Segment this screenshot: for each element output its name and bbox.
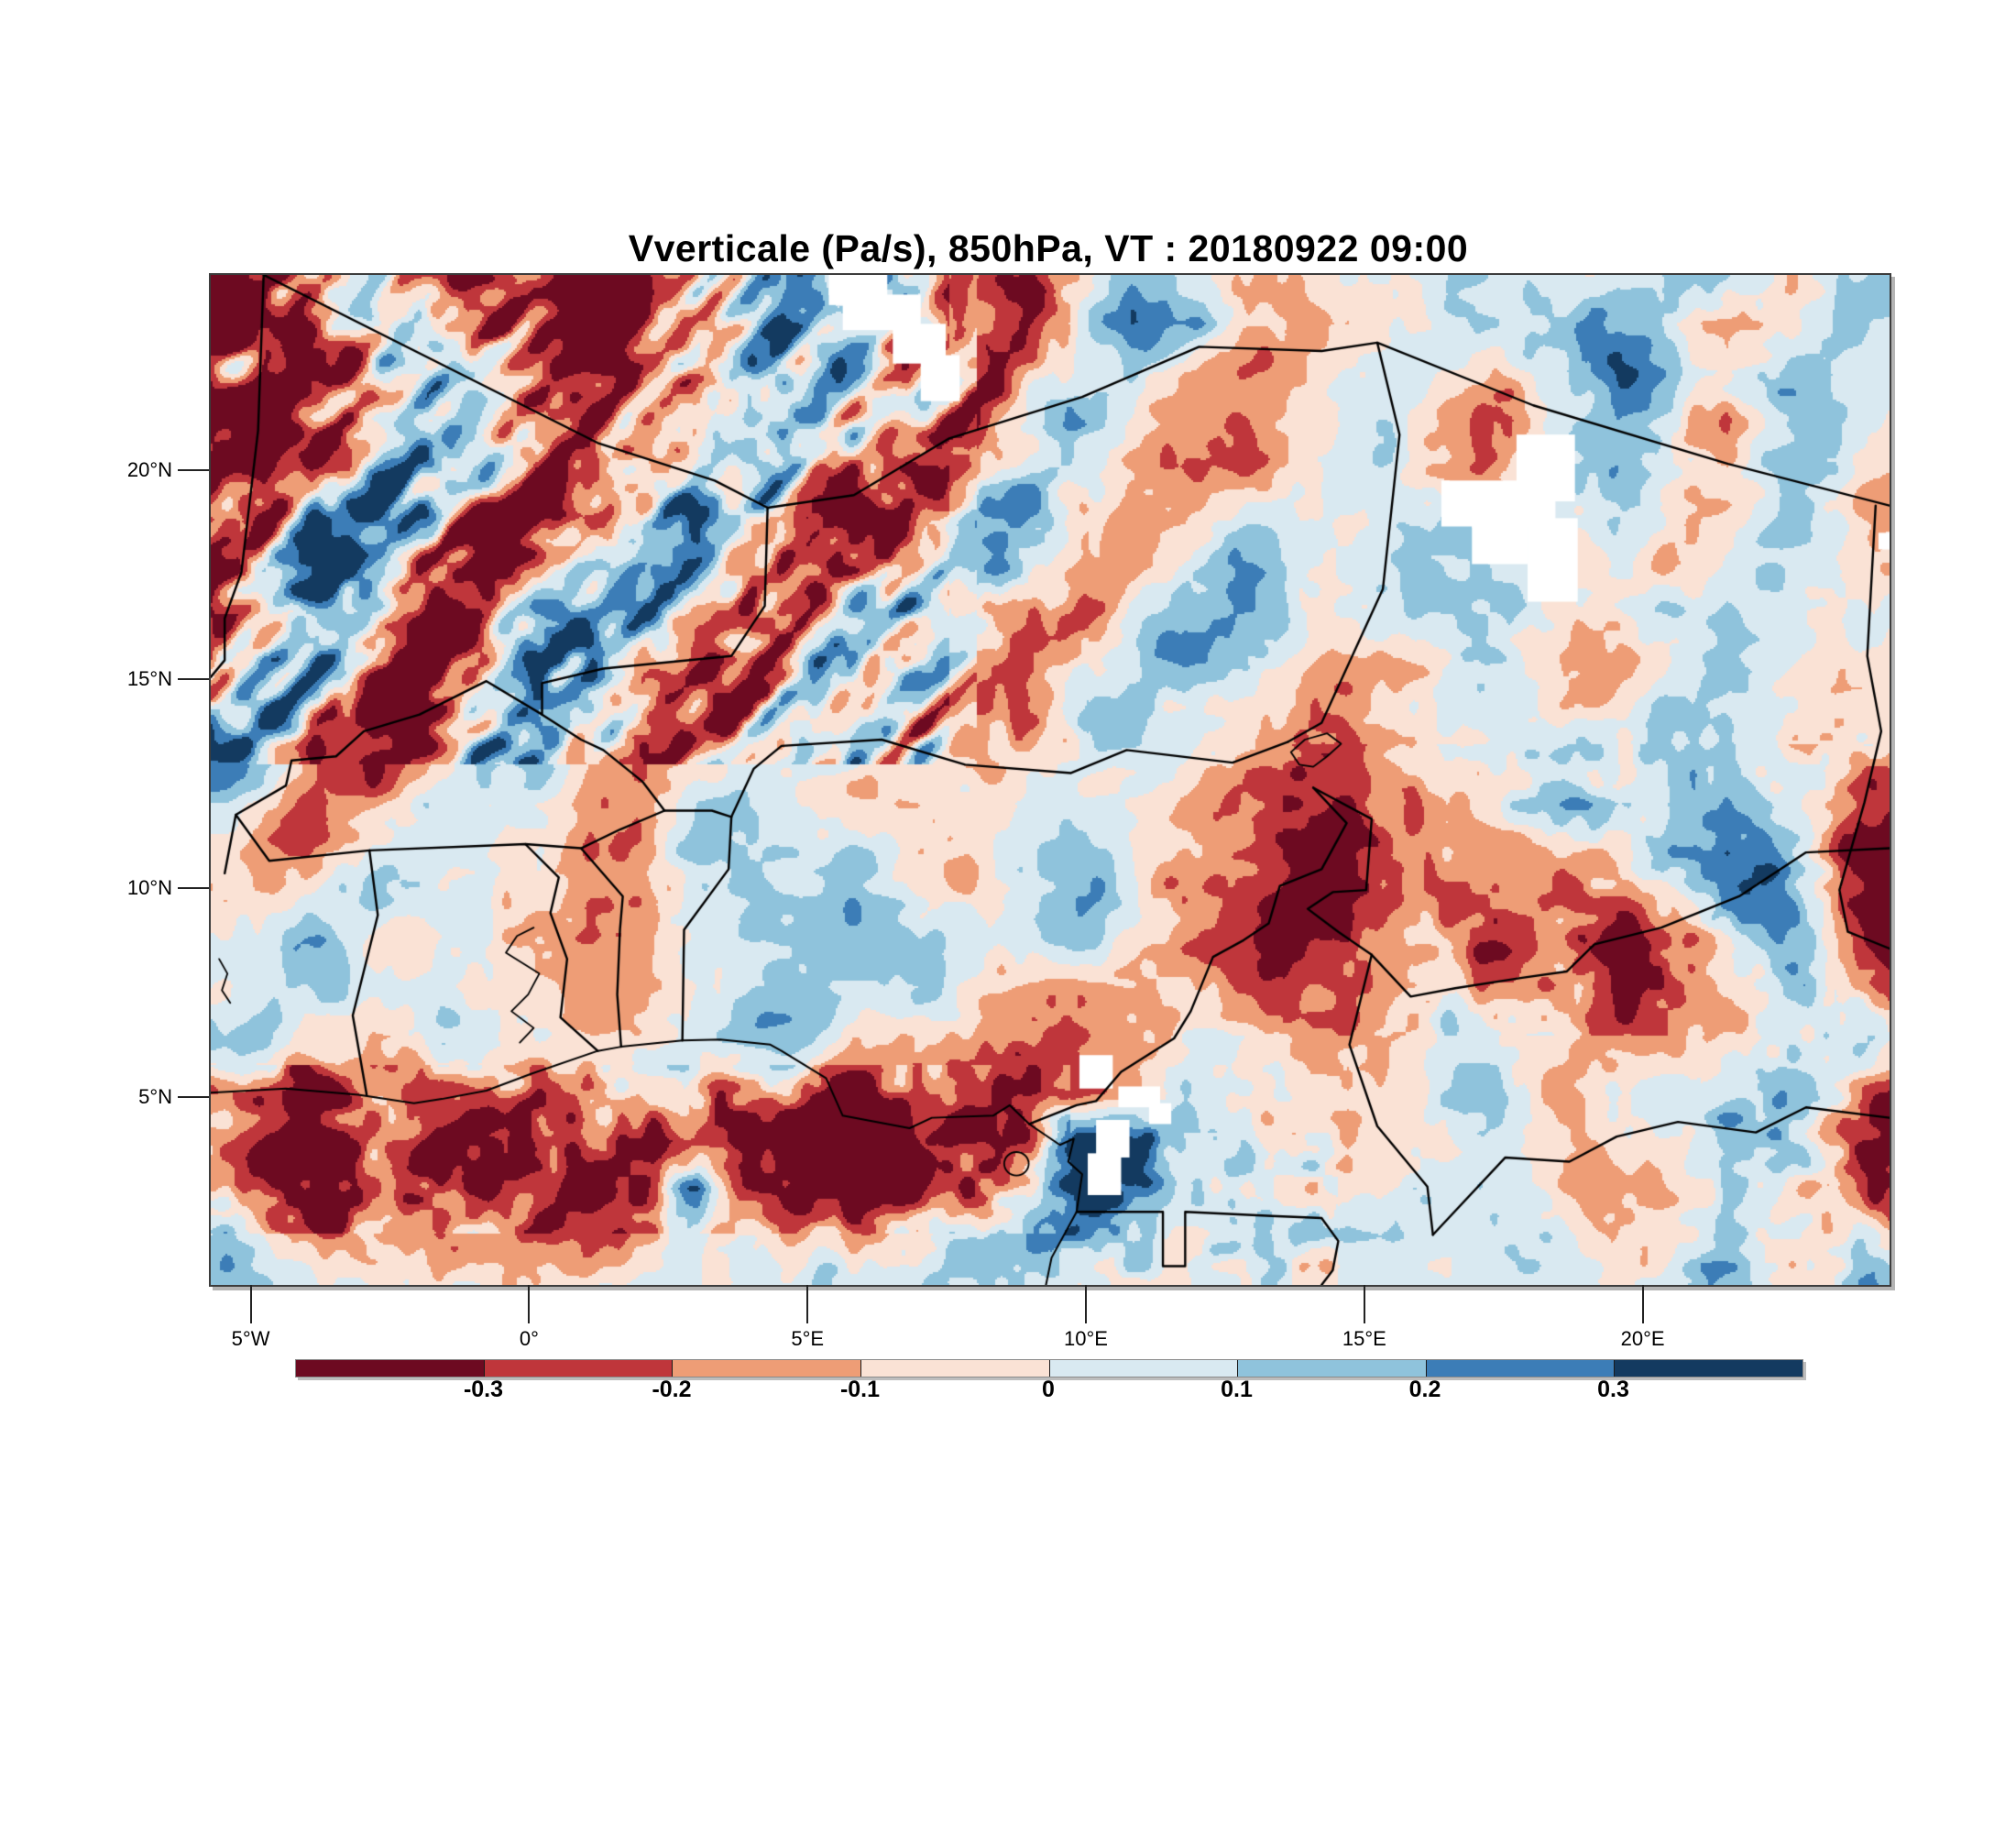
colorbar	[295, 1359, 1803, 1377]
x-tick-label: 20°E	[1620, 1327, 1665, 1350]
colorbar-segment	[860, 1360, 1050, 1377]
x-tick-mark	[1085, 1285, 1087, 1323]
colorbar-tick-label: 0.1	[1221, 1377, 1253, 1402]
colorbar-tick-label: 0.2	[1408, 1377, 1441, 1402]
y-tick-label: 5°N	[138, 1085, 172, 1109]
colorbar-tick-label: -0.1	[839, 1377, 881, 1402]
x-tick-mark	[528, 1285, 531, 1323]
map-canvas	[211, 275, 1890, 1285]
map-frame	[209, 273, 1891, 1287]
colorbar-segment	[1615, 1360, 1802, 1377]
x-tick-label: 5°E	[791, 1327, 825, 1350]
colorbar-tick-label: -0.2	[652, 1377, 692, 1402]
colorbar-tick-label: -0.3	[463, 1377, 504, 1402]
x-tick-mark	[1363, 1285, 1365, 1323]
colorbar-segment	[1238, 1360, 1427, 1377]
y-tick-label: 15°N	[126, 667, 172, 691]
colorbar-segment	[1049, 1360, 1239, 1377]
y-tick-mark	[178, 678, 209, 681]
y-tick-label: 10°N	[126, 876, 172, 900]
colorbar-segment	[673, 1360, 861, 1377]
colorbar-segment	[1426, 1360, 1616, 1377]
y-tick-label: 20°N	[126, 458, 172, 482]
y-tick-mark	[178, 469, 209, 472]
y-tick-mark	[178, 1096, 209, 1099]
page-title: Vverticale (Pa/s), 850hPa, VT : 20180922…	[628, 227, 1469, 269]
x-tick-mark	[1641, 1285, 1644, 1323]
x-tick-label: 0°	[519, 1327, 539, 1350]
y-tick-mark	[178, 887, 209, 890]
x-tick-mark	[249, 1285, 252, 1323]
x-tick-mark	[806, 1285, 809, 1323]
x-tick-label: 15°E	[1342, 1327, 1386, 1350]
colorbar-segment	[296, 1360, 485, 1377]
colorbar-tick-label: 0.3	[1597, 1377, 1629, 1402]
colorbar-tick-label: 0	[1042, 1377, 1055, 1402]
colorbar-segment	[484, 1360, 674, 1377]
x-tick-label: 10°E	[1064, 1327, 1108, 1350]
x-tick-label: 5°W	[231, 1327, 270, 1350]
